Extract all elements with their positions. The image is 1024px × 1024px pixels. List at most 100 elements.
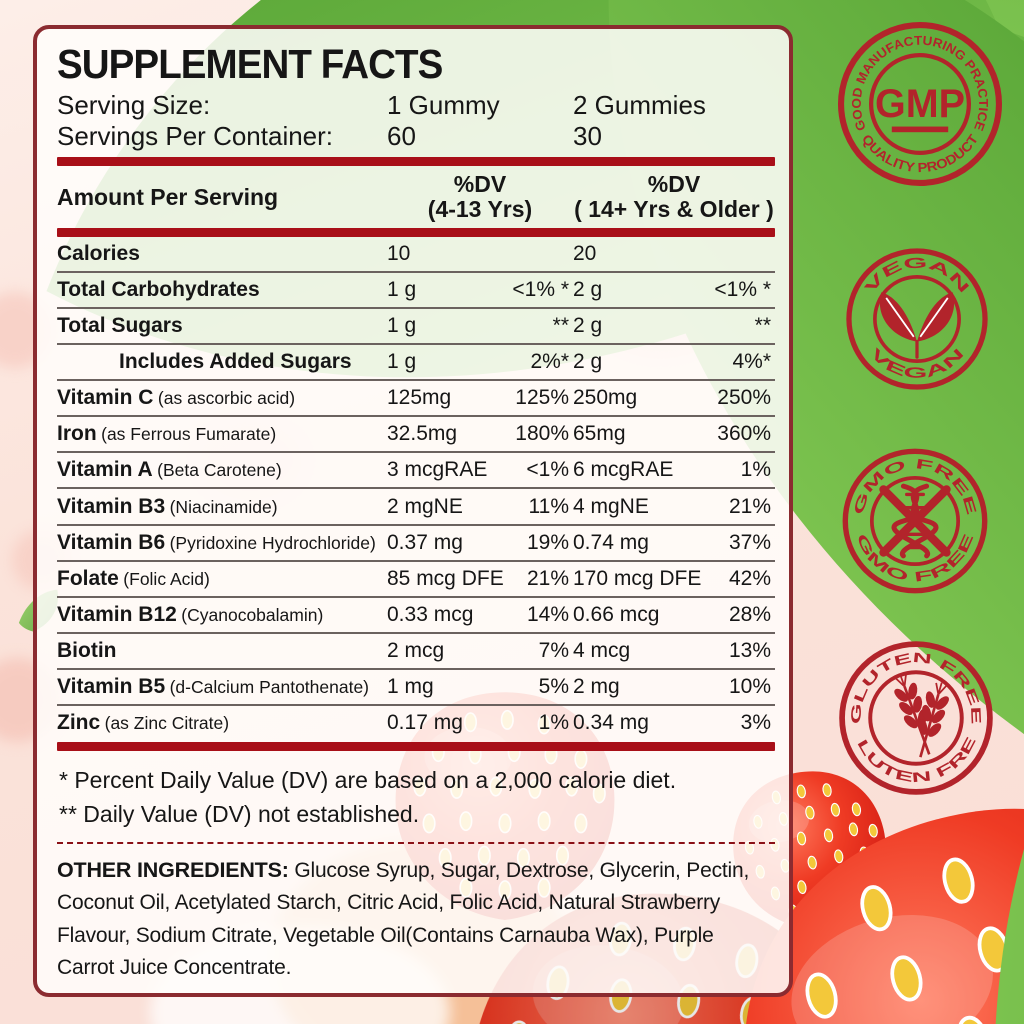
- nutrient-detail: (Niacinamide): [169, 496, 278, 517]
- dv-child: 5%: [538, 674, 569, 698]
- dv-adult: <1% *: [714, 278, 771, 302]
- serving-size-value-adult: 2 Gummies: [573, 90, 706, 121]
- gmp-seal-icon: GMP: [875, 82, 965, 133]
- amount-child: 125mg: [387, 386, 452, 410]
- amount-adult: 0.34 mg: [573, 710, 649, 734]
- divider-bar: [57, 228, 775, 238]
- dv-child: 180%: [515, 422, 569, 446]
- nutrient-name: Zinc: [57, 710, 101, 734]
- nutrient-name: Iron: [57, 422, 97, 446]
- nutrient-name: Vitamin B12: [57, 602, 177, 626]
- amount-adult: 20: [573, 242, 597, 266]
- amount-adult: 6 mcgRAE: [573, 458, 674, 482]
- amount-adult: 2 g: [573, 350, 603, 374]
- nutrient-name: Vitamin B5: [57, 674, 166, 698]
- table-row: Vitamin A (Beta Carotene) 3 mcgRAE <1% 6…: [57, 453, 775, 490]
- dv-child: **: [552, 314, 569, 338]
- servings-per-container-label: Servings Per Container:: [57, 120, 334, 151]
- amount-child: 1 g: [387, 314, 417, 338]
- nutrient-name: Total Carbohydrates: [57, 278, 260, 302]
- nutrient-detail: (Pyridoxine Hydrochloride): [169, 532, 376, 553]
- amount-child: 2 mcg: [387, 638, 445, 662]
- table-row: Vitamin B5 (d-Calcium Pantothenate) 1 mg…: [57, 670, 775, 706]
- supplement-facts-panel: SUPPLEMENT FACTS Serving Size: 1 Gummy 2…: [33, 25, 793, 997]
- amount-child: 32.5mg: [387, 422, 458, 446]
- dv-child: 21%: [526, 566, 569, 590]
- gmo-free-badge: GMO FREE GMO FREE: [832, 438, 998, 604]
- dv-child: 14%: [526, 602, 569, 626]
- servings-per-container-adult: 30: [573, 120, 602, 151]
- table-row: Vitamin B3 (Niacinamide) 2 mgNE 11% 4 mg…: [57, 489, 775, 526]
- serving-info: Serving Size: 1 Gummy 2 Gummies Servings…: [57, 90, 775, 151]
- amount-per-serving-header: Amount Per Serving: [57, 183, 279, 210]
- vegan-badge: VEGAN VEGAN: [836, 238, 998, 400]
- dv-child: 2%*: [530, 350, 569, 374]
- amount-adult: 0.66 mcg: [573, 602, 660, 626]
- nutrient-detail: (Cyanocobalamin): [181, 604, 324, 625]
- table-row: Total Sugars 1 g ** 2 g **: [57, 309, 775, 346]
- dv-adult: **: [754, 314, 771, 338]
- nutrient-name: Total Sugars: [57, 314, 183, 338]
- dv-adult: 250%: [717, 386, 771, 410]
- dna-crossed-icon: [879, 483, 951, 559]
- amount-child: 0.33 mcg: [387, 602, 474, 626]
- amount-adult: 250mg: [573, 386, 638, 410]
- amount-child: 1 g: [387, 350, 417, 374]
- nutrient-name: Biotin: [57, 638, 117, 662]
- dv-adult: 1%: [740, 458, 771, 482]
- dv-adult: 28%: [728, 602, 771, 626]
- amount-child: 1 mg: [387, 674, 434, 698]
- nutrient-name: Vitamin B6: [57, 530, 166, 554]
- nutrient-name: Vitamin C: [57, 386, 154, 410]
- nutrient-detail: (d-Calcium Pantothenate): [169, 676, 370, 697]
- nutrient-detail: (as Zinc Citrate): [104, 712, 230, 733]
- nutrient-name: Folate: [57, 566, 119, 590]
- nutrient-detail: (as ascorbic acid): [157, 388, 296, 409]
- table-rows: Calories 10 20 Total Carbohydrates 1 g <…: [57, 237, 775, 740]
- dv-child: <1% *: [512, 278, 569, 302]
- table-header: Amount Per Serving %DV (4-13 Yrs) %DV ( …: [57, 172, 775, 222]
- amount-child: 85 mcg DFE: [387, 566, 504, 590]
- table-row: Vitamin B6 (Pyridoxine Hydrochloride) 0.…: [57, 526, 775, 562]
- other-ingredients-text: Glucose Syrup, Sugar, Dextrose, Glycerin…: [57, 858, 750, 980]
- table-row: Total Carbohydrates 1 g <1% * 2 g <1% *: [57, 273, 775, 310]
- dv-adult: 360%: [717, 422, 771, 446]
- amount-child: 0.37 mg: [387, 530, 463, 554]
- amount-child: 10: [387, 242, 411, 266]
- amount-adult: 2 mg: [573, 674, 620, 698]
- dashed-divider: [57, 841, 775, 844]
- nutrient-name: Vitamin A: [57, 458, 153, 482]
- table-row: Vitamin B12 (Cyanocobalamin) 0.33 mcg 14…: [57, 598, 775, 634]
- nutrient-detail: (Folic Acid): [123, 568, 210, 589]
- amount-child: 2 mgNE: [387, 494, 463, 518]
- other-ingredients-label: OTHER INGREDIENTS:: [57, 857, 289, 882]
- dv-child: <1%: [526, 458, 569, 482]
- amount-child: 3 mcgRAE: [387, 458, 488, 482]
- amount-adult: 170 mcg DFE: [573, 566, 702, 590]
- amount-adult: 65mg: [573, 422, 626, 446]
- divider-bar: [57, 741, 775, 751]
- amount-child: 0.17 mg: [387, 710, 463, 734]
- table-row: Calories 10 20: [57, 237, 775, 274]
- nutrient-name: Vitamin B3: [57, 494, 166, 518]
- dv-adult-header: %DV ( 14+ Yrs & Older ): [574, 171, 774, 223]
- dv-child: 125%: [515, 386, 569, 410]
- table-row: Vitamin C (as ascorbic acid) 125mg 125% …: [57, 381, 775, 418]
- gluten-free-badge: GLUTEN FREE GLUTEN FREE: [828, 630, 1004, 806]
- dv-adult: 3%: [740, 710, 771, 734]
- dv-adult: 4%*: [732, 350, 771, 374]
- table-row: Iron (as Ferrous Fumarate) 32.5mg 180% 6…: [57, 417, 775, 454]
- nutrient-detail: (as Ferrous Fumarate): [101, 424, 277, 445]
- table-row: Folate (Folic Acid) 85 mcg DFE 21% 170 m…: [57, 562, 775, 598]
- dv-adult: 13%: [728, 638, 771, 662]
- nutrient-detail: (Beta Carotene): [157, 460, 282, 481]
- dv-child: 11%: [528, 494, 569, 518]
- nutrient-name: Includes Added Sugars: [119, 350, 352, 374]
- amount-child: 1 g: [387, 278, 417, 302]
- amount-adult: 2 g: [573, 278, 603, 302]
- table-row: Biotin 2 mcg 7% 4 mcg 13%: [57, 634, 775, 670]
- page-title: SUPPLEMENT FACTS: [57, 41, 443, 87]
- dv-adult: 42%: [728, 566, 771, 590]
- table-row: Includes Added Sugars 1 g 2%* 2 g 4%*: [57, 345, 775, 382]
